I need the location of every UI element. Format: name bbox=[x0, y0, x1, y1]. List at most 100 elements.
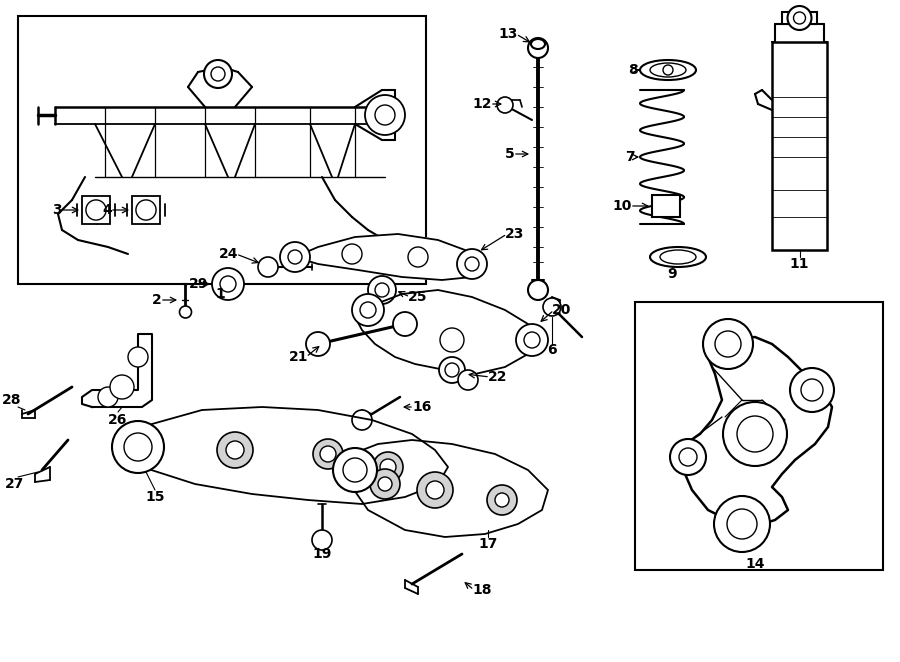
Circle shape bbox=[417, 472, 453, 508]
Circle shape bbox=[98, 387, 118, 407]
Ellipse shape bbox=[650, 247, 706, 267]
Text: 5: 5 bbox=[505, 147, 515, 161]
Ellipse shape bbox=[660, 250, 696, 264]
Text: 9: 9 bbox=[667, 267, 677, 281]
Circle shape bbox=[663, 65, 673, 75]
Circle shape bbox=[497, 97, 513, 113]
Circle shape bbox=[370, 469, 400, 499]
Text: 4: 4 bbox=[103, 203, 112, 217]
Text: 21: 21 bbox=[289, 350, 308, 364]
Circle shape bbox=[458, 370, 478, 390]
Text: 19: 19 bbox=[312, 547, 332, 561]
Circle shape bbox=[124, 433, 152, 461]
Polygon shape bbox=[118, 407, 448, 504]
Text: 2: 2 bbox=[152, 293, 162, 307]
Circle shape bbox=[670, 439, 706, 475]
Circle shape bbox=[790, 368, 834, 412]
Circle shape bbox=[128, 347, 148, 367]
Text: 28: 28 bbox=[3, 393, 22, 407]
Text: 8: 8 bbox=[628, 63, 638, 77]
Circle shape bbox=[495, 493, 509, 507]
Circle shape bbox=[373, 452, 403, 482]
Circle shape bbox=[212, 268, 244, 300]
Circle shape bbox=[320, 446, 336, 462]
Circle shape bbox=[204, 60, 232, 88]
Circle shape bbox=[737, 416, 773, 452]
Text: 3: 3 bbox=[52, 203, 62, 217]
Text: 29: 29 bbox=[189, 277, 208, 291]
Circle shape bbox=[714, 496, 770, 552]
Ellipse shape bbox=[531, 39, 545, 49]
Circle shape bbox=[312, 530, 332, 550]
Circle shape bbox=[226, 441, 244, 459]
Text: 26: 26 bbox=[108, 413, 128, 427]
Circle shape bbox=[306, 332, 330, 356]
Circle shape bbox=[487, 485, 517, 515]
Circle shape bbox=[543, 298, 561, 316]
Text: 16: 16 bbox=[412, 400, 431, 414]
Circle shape bbox=[280, 242, 310, 272]
Circle shape bbox=[333, 448, 377, 492]
Polygon shape bbox=[355, 290, 538, 374]
Circle shape bbox=[360, 302, 376, 318]
Text: 23: 23 bbox=[505, 227, 525, 241]
Polygon shape bbox=[285, 234, 478, 280]
Circle shape bbox=[179, 306, 192, 318]
Circle shape bbox=[375, 283, 389, 297]
Circle shape bbox=[380, 459, 396, 475]
Circle shape bbox=[703, 319, 753, 369]
Circle shape bbox=[217, 432, 253, 468]
Circle shape bbox=[288, 250, 302, 264]
Circle shape bbox=[211, 67, 225, 81]
Bar bbox=[772, 42, 827, 250]
Circle shape bbox=[679, 448, 697, 466]
Circle shape bbox=[313, 439, 343, 469]
Circle shape bbox=[723, 402, 787, 466]
Circle shape bbox=[426, 481, 444, 499]
Bar bbox=[635, 302, 883, 570]
Text: 14: 14 bbox=[745, 557, 765, 571]
Ellipse shape bbox=[650, 63, 686, 77]
Circle shape bbox=[457, 249, 487, 279]
Circle shape bbox=[408, 247, 428, 267]
Ellipse shape bbox=[640, 60, 696, 80]
Text: 18: 18 bbox=[472, 583, 491, 597]
Polygon shape bbox=[352, 440, 548, 537]
Text: 27: 27 bbox=[5, 477, 24, 491]
Circle shape bbox=[801, 379, 823, 401]
Circle shape bbox=[342, 244, 362, 264]
Text: 20: 20 bbox=[552, 303, 572, 317]
Circle shape bbox=[445, 363, 459, 377]
Circle shape bbox=[258, 257, 278, 277]
Circle shape bbox=[365, 95, 405, 135]
Circle shape bbox=[440, 328, 464, 352]
Polygon shape bbox=[82, 334, 152, 407]
Circle shape bbox=[524, 332, 540, 348]
Circle shape bbox=[727, 509, 757, 539]
Text: 22: 22 bbox=[488, 370, 508, 384]
Circle shape bbox=[112, 421, 164, 473]
Circle shape bbox=[220, 276, 236, 292]
Circle shape bbox=[715, 331, 741, 357]
Circle shape bbox=[110, 375, 134, 399]
Bar bbox=[132, 196, 160, 224]
Circle shape bbox=[516, 324, 548, 356]
Bar bbox=[652, 195, 680, 217]
Circle shape bbox=[352, 410, 372, 430]
Circle shape bbox=[794, 12, 806, 24]
Circle shape bbox=[343, 458, 367, 482]
Text: 13: 13 bbox=[499, 27, 518, 41]
Text: 11: 11 bbox=[790, 257, 809, 271]
Circle shape bbox=[465, 257, 479, 271]
Circle shape bbox=[352, 294, 384, 326]
Polygon shape bbox=[682, 337, 832, 527]
Circle shape bbox=[528, 38, 548, 58]
Text: 25: 25 bbox=[408, 290, 427, 304]
Text: 10: 10 bbox=[613, 199, 632, 213]
Circle shape bbox=[439, 357, 465, 383]
Bar bbox=[782, 12, 817, 24]
Bar bbox=[18, 16, 426, 284]
Text: 1: 1 bbox=[215, 287, 225, 301]
Text: 17: 17 bbox=[478, 537, 498, 551]
Circle shape bbox=[788, 6, 812, 30]
